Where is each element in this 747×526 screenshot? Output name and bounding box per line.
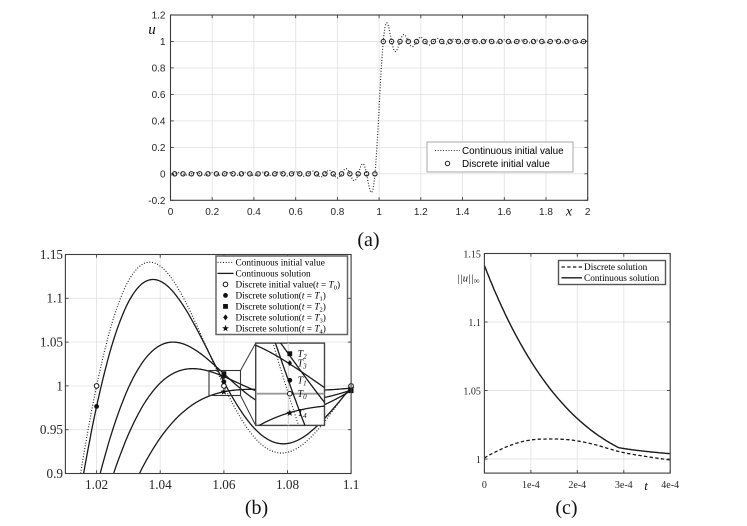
svg-text:0.4: 0.4 bbox=[152, 117, 166, 128]
svg-text:0.8: 0.8 bbox=[152, 64, 166, 75]
svg-text:1: 1 bbox=[56, 378, 63, 393]
svg-text:1.02: 1.02 bbox=[85, 477, 108, 492]
svg-text:Discrete solution(t = T4): Discrete solution(t = T4) bbox=[236, 324, 326, 336]
svg-text:1.05: 1.05 bbox=[463, 386, 481, 397]
svg-text:Continuous initial value: Continuous initial value bbox=[236, 259, 325, 269]
svg-text:2: 2 bbox=[585, 207, 591, 218]
svg-text:1.4: 1.4 bbox=[456, 207, 470, 218]
svg-text:Discrete solution(t = T3): Discrete solution(t = T3) bbox=[236, 313, 326, 325]
svg-text:0.2: 0.2 bbox=[205, 207, 219, 218]
svg-text:1.2: 1.2 bbox=[414, 207, 428, 218]
svg-text:1.08: 1.08 bbox=[276, 477, 299, 492]
svg-text:1.1: 1.1 bbox=[343, 477, 359, 492]
svg-text:T2: T2 bbox=[298, 349, 308, 361]
svg-text:0.6: 0.6 bbox=[289, 207, 303, 218]
svg-text:Discrete solution(t = T2): Discrete solution(t = T2) bbox=[236, 302, 326, 314]
svg-text:Discrete solution(t = T1): Discrete solution(t = T1) bbox=[236, 291, 326, 303]
svg-text:1: 1 bbox=[476, 455, 481, 466]
svg-text:3e-4: 3e-4 bbox=[615, 480, 633, 491]
svg-text:0.9: 0.9 bbox=[47, 466, 64, 481]
svg-text:T0: T0 bbox=[298, 389, 308, 401]
svg-text:u: u bbox=[148, 22, 156, 38]
svg-text:1.04: 1.04 bbox=[149, 477, 172, 492]
svg-text:1: 1 bbox=[376, 207, 382, 218]
svg-text:0: 0 bbox=[168, 207, 174, 218]
svg-text:1.6: 1.6 bbox=[497, 207, 511, 218]
svg-text:1.15: 1.15 bbox=[463, 249, 481, 260]
svg-text:1.1: 1.1 bbox=[468, 318, 481, 329]
svg-text:||u||∞: ||u||∞ bbox=[457, 274, 480, 286]
svg-text:(a): (a) bbox=[357, 229, 379, 251]
svg-text:T1: T1 bbox=[298, 376, 307, 388]
svg-text:0.95: 0.95 bbox=[40, 422, 63, 437]
svg-text:1e-4: 1e-4 bbox=[522, 480, 540, 491]
svg-text:T4: T4 bbox=[298, 408, 308, 420]
svg-text:1.06: 1.06 bbox=[212, 477, 235, 492]
svg-text:T3: T3 bbox=[298, 358, 308, 370]
svg-text:Continuous solution: Continuous solution bbox=[236, 270, 312, 280]
svg-text:1.2: 1.2 bbox=[152, 11, 166, 22]
svg-text:1.05: 1.05 bbox=[40, 335, 63, 350]
svg-text:Continuous solution: Continuous solution bbox=[584, 274, 660, 284]
svg-text:1.15: 1.15 bbox=[40, 247, 63, 262]
svg-text:-0.2: -0.2 bbox=[148, 196, 166, 207]
svg-text:0.4: 0.4 bbox=[247, 207, 261, 218]
svg-text:Discrete initial value: Discrete initial value bbox=[462, 159, 550, 170]
svg-text:Discrete initial value(t = T0): Discrete initial value(t = T0) bbox=[236, 280, 341, 292]
svg-text:2e-4: 2e-4 bbox=[568, 480, 586, 491]
svg-text:0.8: 0.8 bbox=[330, 207, 344, 218]
svg-text:0.6: 0.6 bbox=[152, 90, 166, 101]
svg-text:4e-4: 4e-4 bbox=[661, 480, 679, 491]
svg-text:Continuous initial value: Continuous initial value bbox=[462, 146, 564, 157]
svg-text:(c): (c) bbox=[555, 497, 577, 519]
svg-text:0: 0 bbox=[160, 169, 166, 180]
svg-text:Discrete solution: Discrete solution bbox=[584, 263, 648, 273]
svg-text:1.1: 1.1 bbox=[47, 291, 63, 306]
svg-text:1.8: 1.8 bbox=[539, 207, 553, 218]
svg-text:0: 0 bbox=[482, 480, 487, 491]
svg-text:0.2: 0.2 bbox=[152, 143, 166, 154]
svg-text:x: x bbox=[565, 205, 573, 220]
svg-text:1: 1 bbox=[160, 37, 166, 48]
svg-text:(b): (b) bbox=[245, 497, 268, 519]
svg-text:t: t bbox=[644, 478, 648, 493]
